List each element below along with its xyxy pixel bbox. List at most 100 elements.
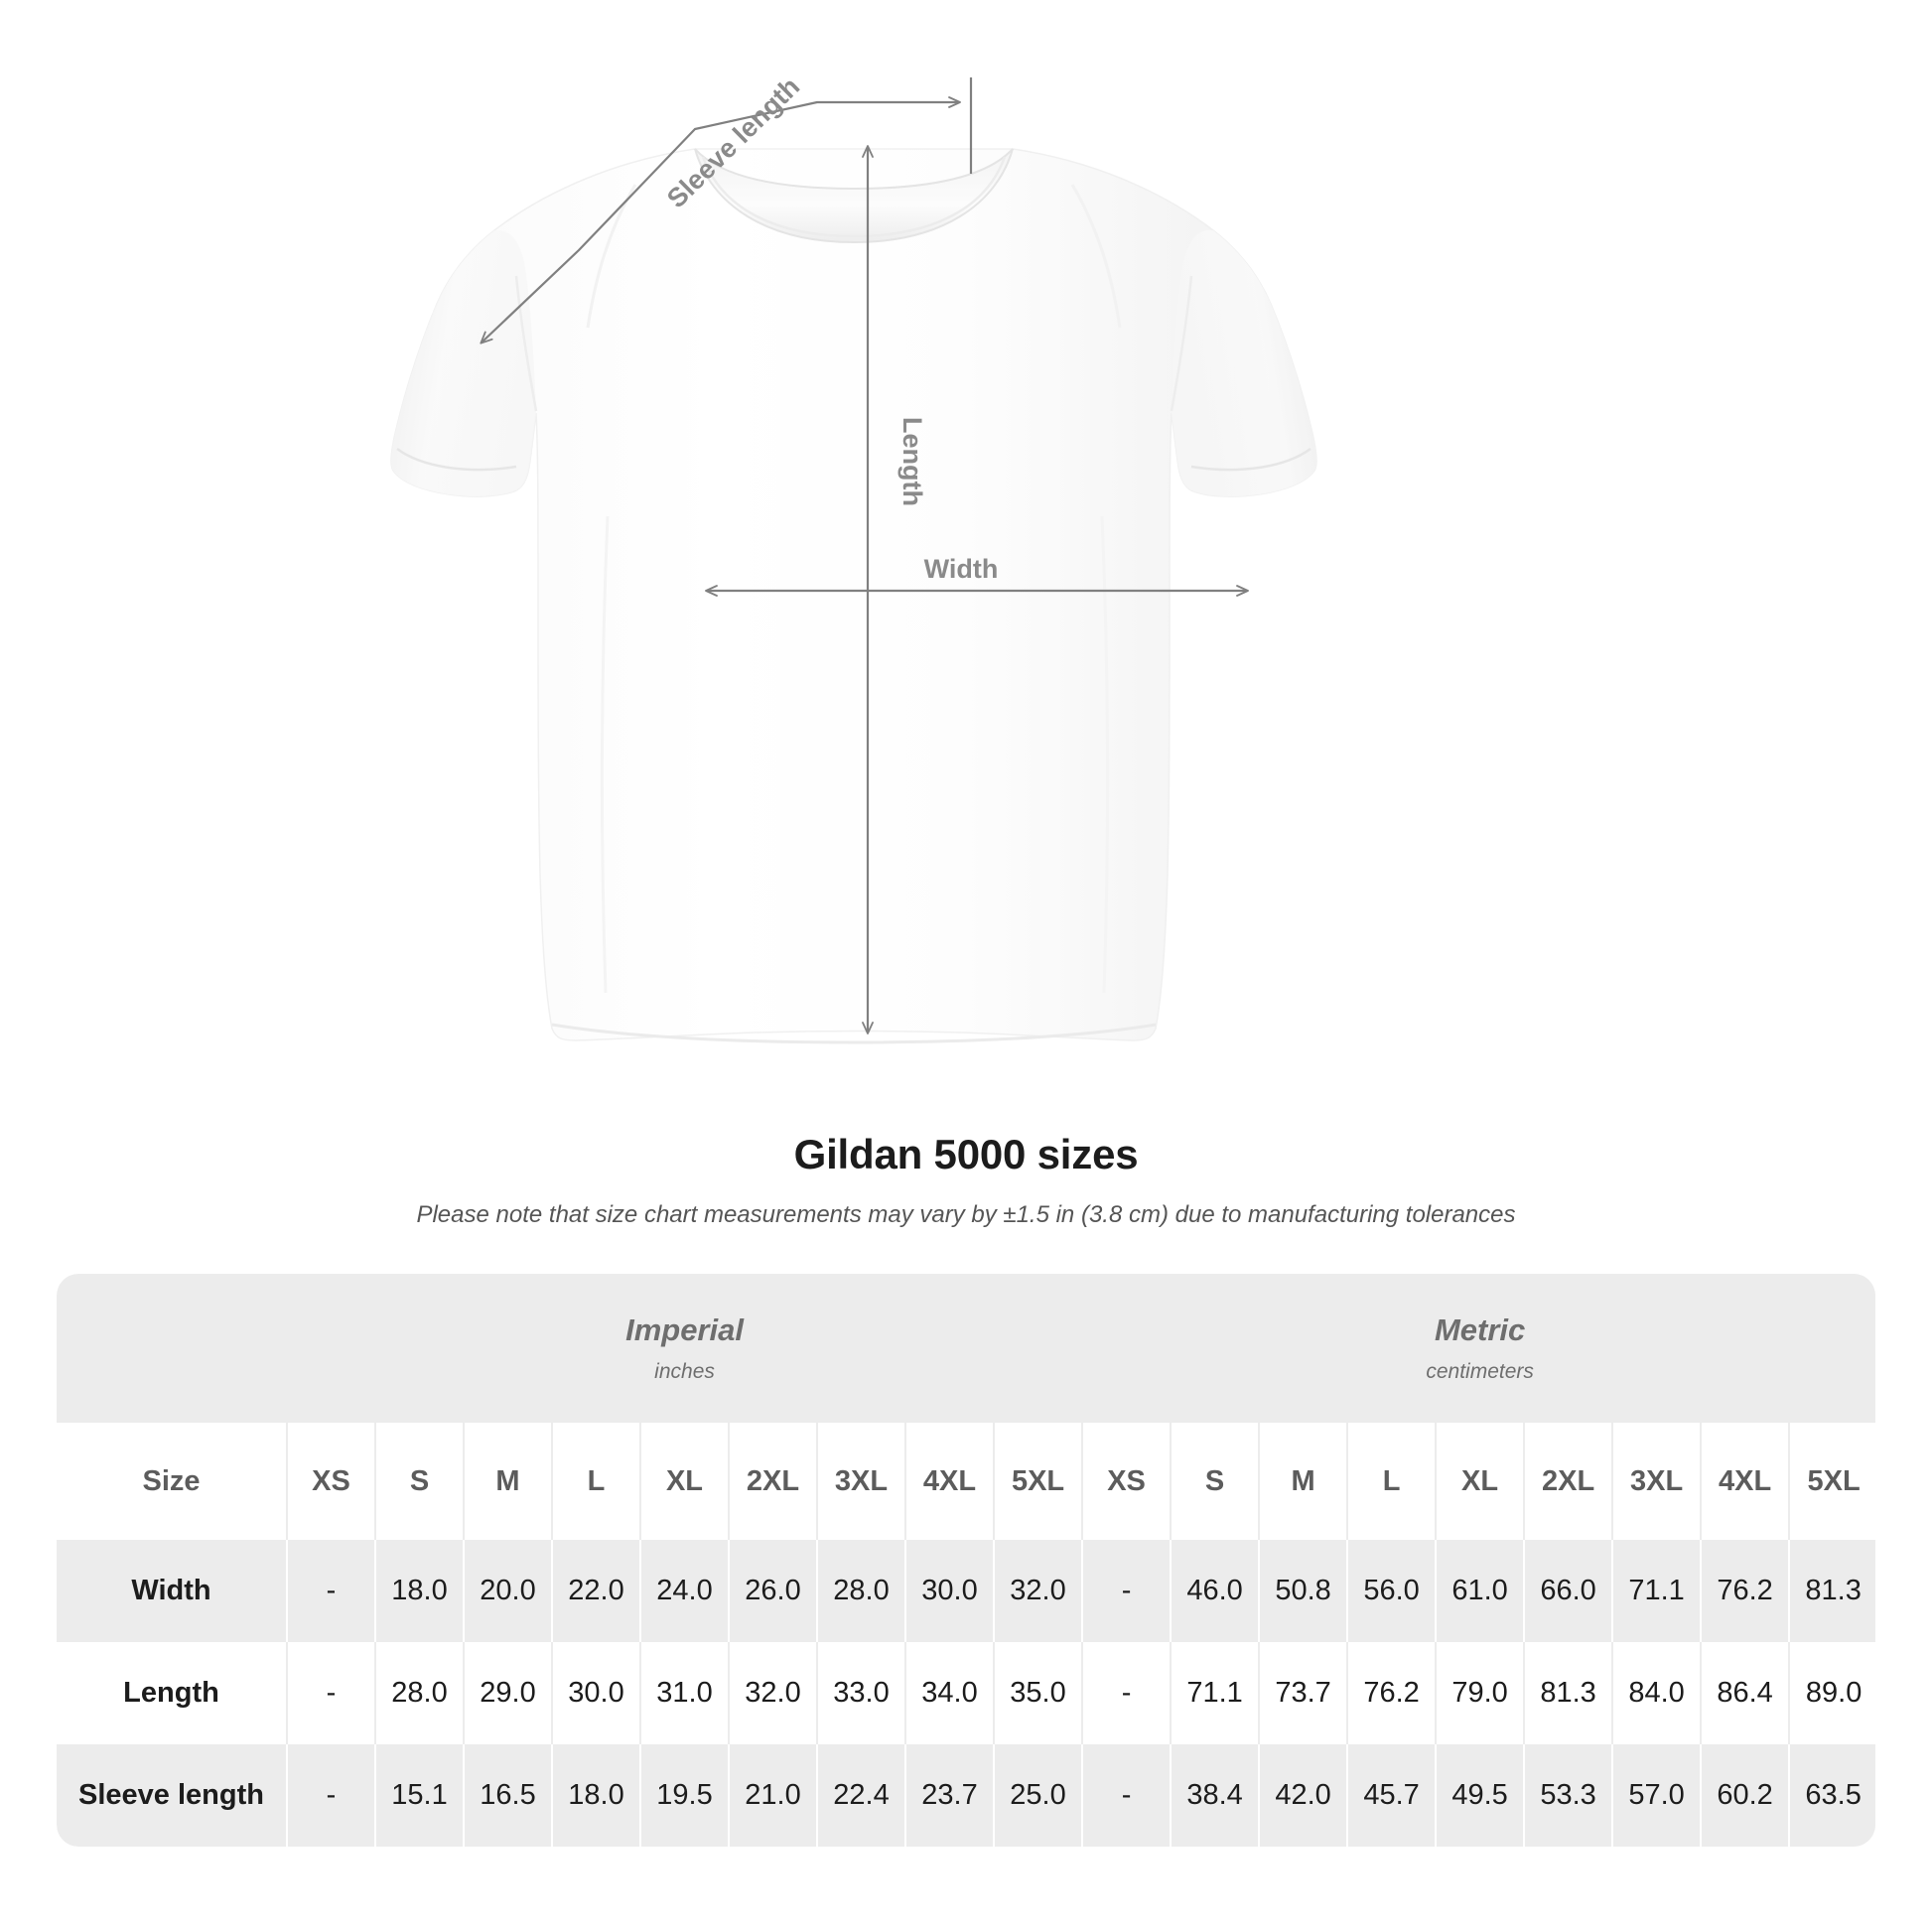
size-header-imperial-5xl: 5XL [994,1423,1084,1540]
cell-width-metric-m: 50.8 [1259,1540,1349,1642]
cell-width-imperial-m: 20.0 [464,1540,553,1642]
cell-length-imperial-5xl: 35.0 [994,1642,1084,1744]
cell-width-metric-xs: - [1082,1540,1173,1642]
unit-sub-imperial: inches [654,1360,715,1383]
cell-length-imperial-xl: 31.0 [640,1642,730,1744]
cell-length-metric-2xl: 81.3 [1524,1642,1614,1744]
size-chart-table: Imperial inches Metric centimeters Size … [57,1274,1875,1847]
cell-length-imperial-3xl: 33.0 [817,1642,906,1744]
cell-sleeve-metric-s: 38.4 [1171,1744,1261,1847]
row-label-width: Width [57,1540,288,1642]
size-header-metric-xs: XS [1082,1423,1173,1540]
measurement-annotations [480,77,1249,1035]
right-sleeve-hem [1190,447,1311,472]
bottom-hem [551,1023,1157,1044]
tshirt-garment [390,148,1317,1044]
cell-sleeve-metric-xl: 49.5 [1436,1744,1526,1847]
title-block: Gildan 5000 sizes Please note that size … [0,1131,1932,1230]
unit-cell-imperial: Imperial inches [287,1274,1083,1423]
cell-sleeve-metric-4xl: 60.2 [1701,1744,1791,1847]
unit-name-imperial: Imperial [625,1311,744,1347]
cell-width-imperial-4xl: 30.0 [905,1540,995,1642]
size-header-imperial-m: M [464,1423,553,1540]
body-fold-left [600,515,610,994]
cell-length-metric-m: 73.7 [1259,1642,1349,1744]
size-header-imperial-4xl: 4XL [905,1423,995,1540]
cell-width-metric-l: 56.0 [1347,1540,1438,1642]
unit-cell-metric: Metric centimeters [1082,1274,1875,1423]
size-header-label: Size [57,1423,288,1540]
cell-width-metric-xl: 61.0 [1436,1540,1526,1642]
cell-sleeve-imperial-m: 16.5 [464,1744,553,1847]
cell-sleeve-imperial-s: 15.1 [375,1744,465,1847]
cell-sleeve-imperial-xs: - [287,1744,376,1847]
right-sleeve-shade [1172,229,1317,497]
cell-sleeve-metric-5xl: 63.5 [1789,1744,1875,1847]
right-armhole-seam [1170,275,1193,412]
size-header-metric-s: S [1171,1423,1261,1540]
size-header-imperial-xs: XS [287,1423,376,1540]
cell-sleeve-imperial-3xl: 22.4 [817,1744,906,1847]
size-header-imperial-l: L [552,1423,641,1540]
row-label-length: Length [57,1642,288,1744]
table-row: Length - 28.0 29.0 30.0 31.0 32.0 33.0 3… [57,1642,1875,1744]
cell-width-metric-s: 46.0 [1171,1540,1261,1642]
cell-sleeve-imperial-5xl: 25.0 [994,1744,1084,1847]
cell-width-imperial-5xl: 32.0 [994,1540,1084,1642]
cell-sleeve-metric-m: 42.0 [1259,1744,1349,1847]
size-header-imperial-s: S [375,1423,465,1540]
cell-length-imperial-l: 30.0 [552,1642,641,1744]
size-header-imperial-3xl: 3XL [817,1423,906,1540]
body-fold-right [1100,515,1110,994]
cell-width-metric-3xl: 71.1 [1612,1540,1703,1642]
size-header-imperial-2xl: 2XL [729,1423,818,1540]
cell-sleeve-metric-2xl: 53.3 [1524,1744,1614,1847]
size-header-metric-m: M [1259,1423,1349,1540]
size-header-metric-l: L [1347,1423,1438,1540]
cell-sleeve-metric-l: 45.7 [1347,1744,1438,1847]
cell-width-metric-2xl: 66.0 [1524,1540,1614,1642]
tshirt-diagram: Sleeve length Length Width [390,71,1317,1044]
sleeve-length-dimension-line [480,96,961,345]
row-label-sleeve-length: Sleeve length [57,1744,288,1847]
cell-length-imperial-2xl: 32.0 [729,1642,818,1744]
table-row: Sleeve length - 15.1 16.5 18.0 19.5 21.0… [57,1744,1875,1847]
unit-sub-metric: centimeters [1426,1360,1534,1383]
table-row: Width - 18.0 20.0 22.0 24.0 26.0 28.0 30… [57,1540,1875,1642]
cell-width-imperial-l: 22.0 [552,1540,641,1642]
cell-sleeve-metric-3xl: 57.0 [1612,1744,1703,1847]
size-header-metric-xl: XL [1436,1423,1526,1540]
cell-sleeve-metric-xs: - [1082,1744,1173,1847]
tolerance-note: Please note that size chart measurements… [416,1201,1516,1229]
size-header-row: Size XS S M L XL 2XL 3XL 4XL 5XL XS S M … [57,1423,1875,1540]
cell-width-metric-5xl: 81.3 [1789,1540,1875,1642]
cell-sleeve-imperial-2xl: 21.0 [729,1744,818,1847]
size-header-metric-3xl: 3XL [1612,1423,1703,1540]
page-title: Gildan 5000 sizes [793,1131,1139,1177]
length-label: Length [897,417,927,506]
width-label: Width [924,554,999,584]
cell-length-imperial-s: 28.0 [375,1642,465,1744]
unit-name-metric: Metric [1434,1311,1526,1347]
cell-length-metric-s: 71.1 [1171,1642,1261,1744]
cell-length-metric-5xl: 89.0 [1789,1642,1875,1744]
size-header-imperial-xl: XL [640,1423,730,1540]
cell-sleeve-imperial-xl: 19.5 [640,1744,730,1847]
size-header-metric-2xl: 2XL [1524,1423,1614,1540]
cell-width-imperial-3xl: 28.0 [817,1540,906,1642]
cell-width-imperial-s: 18.0 [375,1540,465,1642]
unit-spacer-cell [57,1274,287,1423]
cell-length-metric-4xl: 86.4 [1701,1642,1791,1744]
size-header-metric-4xl: 4XL [1701,1423,1791,1540]
cell-width-imperial-xs: - [287,1540,376,1642]
cell-length-imperial-xs: - [287,1642,376,1744]
unit-header-row: Imperial inches Metric centimeters [57,1274,1875,1423]
left-sleeve-hem [396,447,517,472]
cell-width-imperial-2xl: 26.0 [729,1540,818,1642]
cell-length-imperial-m: 29.0 [464,1642,553,1744]
tshirt-body-shape [390,148,1317,1041]
cell-length-metric-xs: - [1082,1642,1173,1744]
cell-width-imperial-xl: 24.0 [640,1540,730,1642]
cell-width-metric-4xl: 76.2 [1701,1540,1791,1642]
cell-length-metric-l: 76.2 [1347,1642,1438,1744]
